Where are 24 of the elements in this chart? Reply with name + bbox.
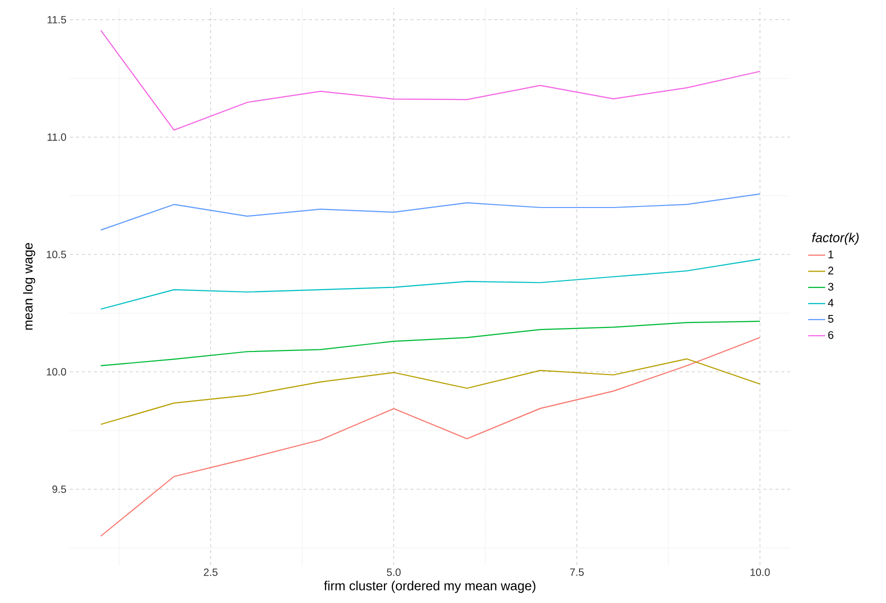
line-series	[100, 258, 761, 310]
y-tick-label: 10.0	[46, 368, 66, 376]
legend-title: factor(k)	[812, 232, 859, 245]
legend-label: 6	[828, 331, 834, 339]
line-series	[100, 358, 761, 425]
x-tick-label: 10.0	[750, 568, 770, 576]
y-axis-title: mean log wage	[23, 243, 36, 330]
line-series	[100, 337, 761, 537]
y-tick-label: 11.5	[48, 16, 66, 24]
x-tick-label: 7.5	[570, 568, 584, 576]
legend-label: 2	[828, 266, 834, 274]
y-tick-label: 10.5	[46, 250, 66, 258]
legend-label: 4	[828, 299, 834, 307]
legend-label: 5	[828, 315, 834, 323]
y-tick-label: 9.5	[52, 485, 66, 493]
legend-label: 1	[828, 250, 834, 258]
x-axis-title: firm cluster (ordered my mean wage)	[324, 580, 536, 593]
legend-label: 3	[828, 282, 834, 291]
x-tick-label: 2.5	[204, 568, 218, 576]
line-series	[100, 320, 761, 366]
x-tick-label: 5.0	[386, 568, 401, 576]
line-series	[100, 30, 761, 131]
y-tick-label: 11.0	[48, 133, 66, 141]
line-series	[100, 193, 761, 231]
